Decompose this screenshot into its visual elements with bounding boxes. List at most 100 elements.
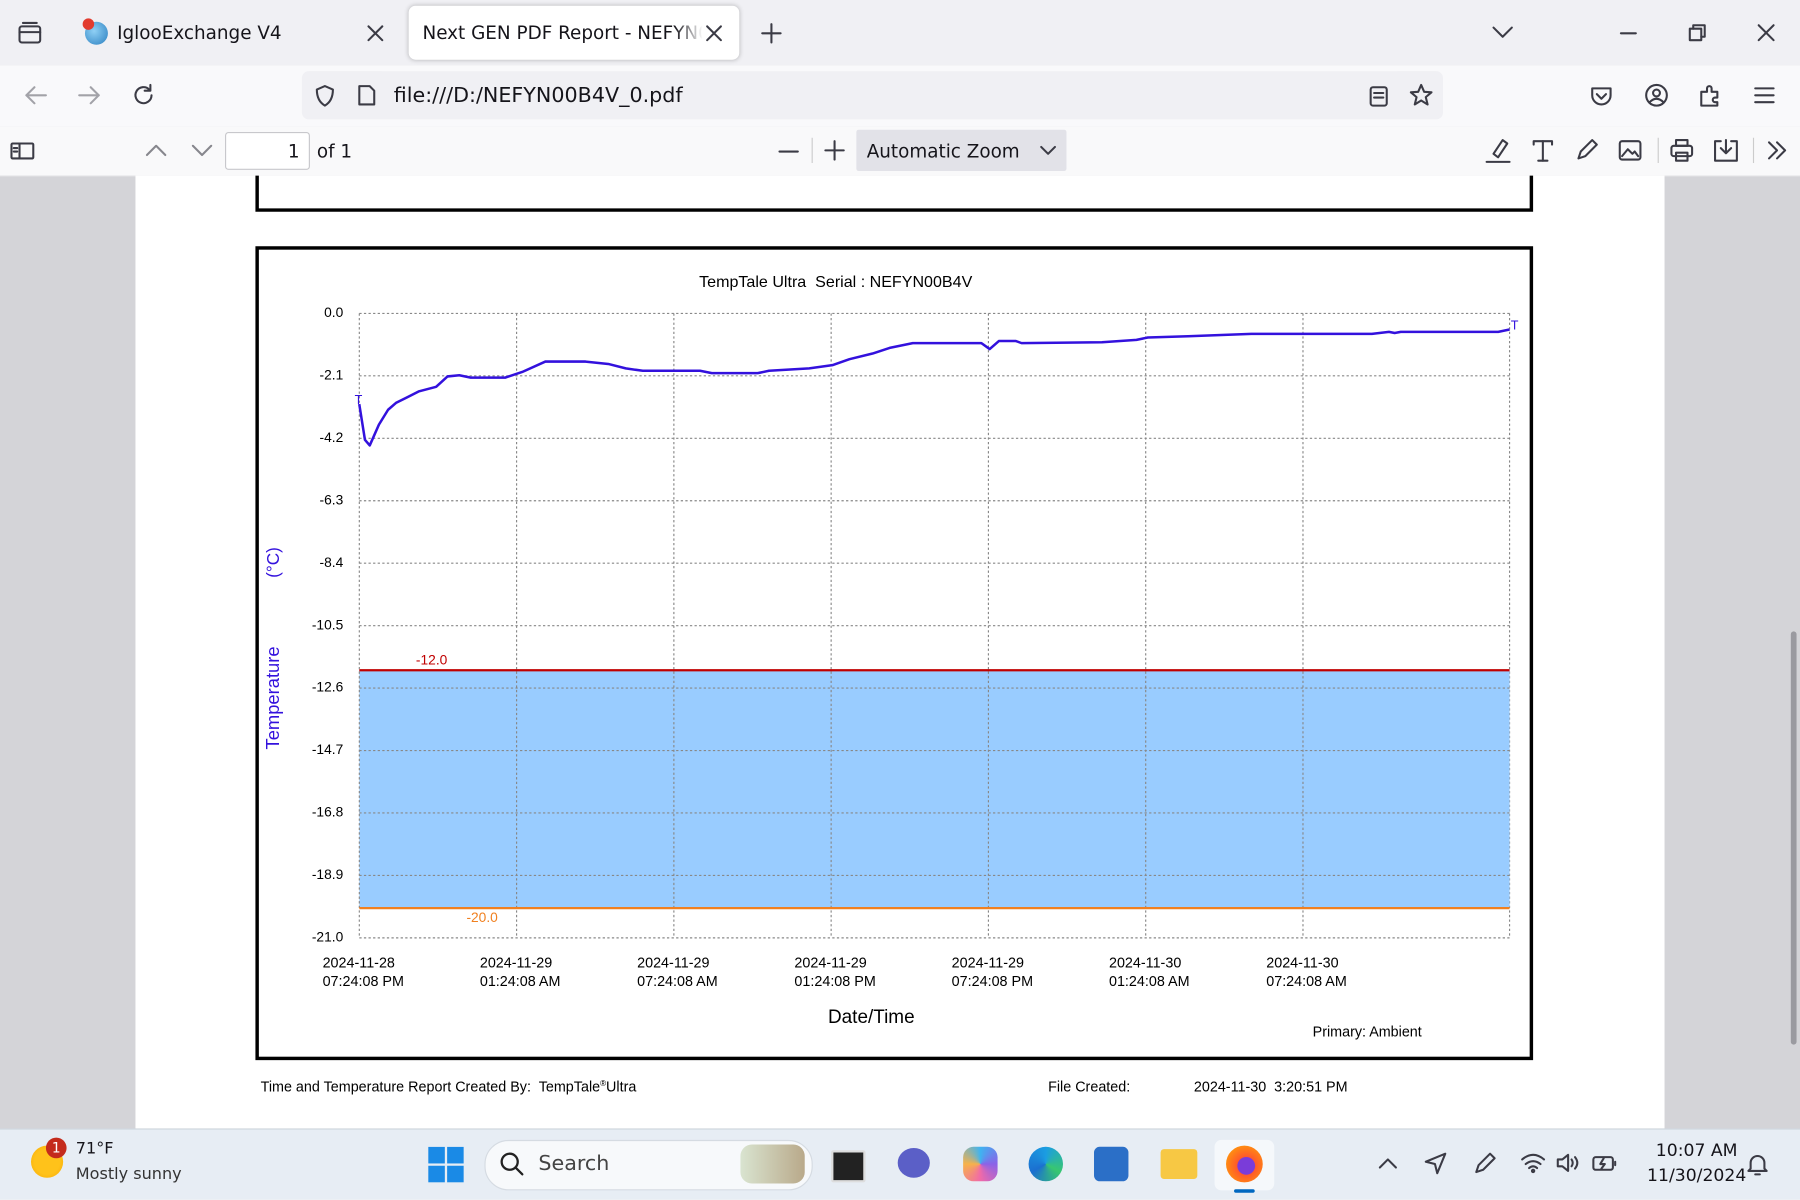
restore[interactable] — [1688, 24, 1706, 42]
page-icon[interactable] — [358, 85, 376, 106]
url-bar[interactable] — [301, 71, 1443, 120]
new-tab[interactable] — [761, 23, 782, 44]
favicon-badge — [82, 18, 95, 30]
y-tick-label: -10.5 — [312, 617, 344, 632]
tools-menu[interactable] — [1767, 141, 1787, 160]
scrollbar-thumb[interactable] — [1790, 631, 1797, 1045]
print[interactable] — [1670, 139, 1694, 162]
end-marker: T — [1511, 318, 1519, 332]
tray-pen[interactable] — [1474, 1152, 1496, 1175]
y-axis-unit: (°C) — [263, 547, 283, 578]
y-tick-label: -16.8 — [312, 805, 344, 820]
url-text[interactable]: file:///D:/NEFYN00B4V_0.pdf — [393, 83, 683, 108]
reader-view[interactable] — [1369, 86, 1388, 107]
y-tick-label: -21.0 — [312, 930, 344, 945]
app-task-view[interactable] — [831, 1150, 866, 1183]
app-firefox[interactable] — [1226, 1145, 1263, 1183]
chart: TempTale Ultra Serial : NEFYN00B4V Date/… — [255, 175, 1534, 1061]
bookmark-star[interactable] — [1409, 83, 1433, 107]
highlight-tool[interactable] — [1485, 138, 1511, 163]
start-button[interactable] — [428, 1146, 464, 1183]
divider — [1657, 137, 1659, 164]
y-tick-label: 0.0 — [324, 305, 343, 320]
draw-tool[interactable] — [1576, 139, 1598, 161]
tray-overflow[interactable] — [1378, 1158, 1397, 1169]
page-count: of 1 — [316, 140, 353, 162]
y-tick-label: -18.9 — [312, 867, 343, 882]
zoom-chevron — [1040, 145, 1057, 155]
search-placeholder[interactable]: Search — [538, 1151, 610, 1176]
app-edge[interactable] — [1028, 1146, 1064, 1182]
previous-section-box — [255, 175, 1534, 212]
tab-close[interactable] — [706, 25, 722, 42]
forward[interactable] — [78, 86, 100, 105]
minimize[interactable] — [1619, 32, 1637, 35]
save[interactable] — [1714, 139, 1738, 162]
x-tick-label: 2024-11-29 01:24:08 PM — [794, 955, 876, 990]
sidebar-toggle[interactable] — [10, 142, 35, 160]
tab-list-button[interactable] — [18, 21, 42, 45]
account[interactable] — [1645, 83, 1668, 107]
tab-title[interactable]: IglooExchange V4 — [117, 21, 282, 44]
zoom-out[interactable] — [778, 150, 799, 153]
file-created: 2024-11-30 3:20:51 PM — [1193, 1079, 1348, 1096]
search-highlight — [740, 1144, 805, 1184]
divider — [1752, 137, 1755, 164]
y-tick-label: -4.2 — [320, 430, 344, 445]
list-all-tabs[interactable] — [1492, 26, 1513, 38]
report-creator: Time and Temperature Report Created By: … — [261, 1079, 637, 1095]
weather-condition[interactable]: Mostly sunny — [75, 1165, 182, 1184]
zoom-in[interactable] — [824, 140, 845, 161]
x-tick-label: 2024-11-29 07:24:08 AM — [637, 955, 718, 990]
y-tick-label: -6.3 — [320, 492, 344, 507]
image-tool[interactable] — [1618, 140, 1642, 161]
tray-location[interactable] — [1424, 1152, 1447, 1175]
tab-title[interactable]: Next GEN PDF Report - NEFYN00B4 — [422, 21, 702, 44]
tray-wifi[interactable] — [1521, 1153, 1546, 1174]
tracking-shield[interactable] — [315, 85, 334, 107]
chart-title: TempTale Ultra Serial : NEFYN00B4V — [699, 273, 972, 291]
app-file-explorer[interactable] — [1160, 1149, 1198, 1179]
tray-volume[interactable] — [1556, 1153, 1580, 1172]
start-marker: T — [355, 393, 363, 407]
zoom-select-text[interactable]: Automatic Zoom — [866, 140, 1020, 162]
app-teams[interactable] — [897, 1147, 930, 1178]
y-tick-label: -8.4 — [320, 555, 344, 570]
x-tick-label: 2024-11-28 07:24:08 PM — [322, 955, 404, 990]
temperature-line — [358, 328, 1510, 447]
y-tick-label: -12.6 — [312, 680, 344, 695]
app-copilot[interactable] — [963, 1146, 998, 1182]
search-icon — [500, 1152, 524, 1176]
chart-note: Primary: Ambient — [1313, 1025, 1422, 1041]
text-tool[interactable] — [1532, 140, 1554, 162]
clock-date[interactable]: 11/30/2024 — [1647, 1165, 1747, 1186]
created-by: Time and Temperature Report Created By: — [260, 1079, 531, 1096]
close-window[interactable] — [1757, 24, 1775, 42]
product-suffix: Ultra — [606, 1079, 637, 1096]
threshold-label: -12.0 — [416, 653, 448, 668]
tray-battery[interactable] — [1592, 1154, 1617, 1172]
x-tick-label: 2024-11-30 07:24:08 AM — [1266, 955, 1347, 990]
x-tick-label: 2024-11-29 07:24:08 PM — [951, 955, 1034, 990]
active-tab[interactable] — [408, 5, 740, 60]
y-tick-label: -14.7 — [312, 742, 343, 757]
clock-time[interactable]: 10:07 AM — [1655, 1139, 1738, 1161]
active-indicator — [1234, 1189, 1255, 1193]
registered-mark: ® — [600, 1080, 607, 1089]
zoom-select[interactable] — [856, 129, 1067, 172]
next-page[interactable] — [191, 144, 213, 157]
tab-close[interactable] — [367, 25, 384, 42]
menu[interactable] — [1754, 87, 1775, 104]
previous-page[interactable] — [145, 144, 167, 157]
extensions[interactable] — [1700, 84, 1721, 107]
app-store[interactable] — [1094, 1146, 1129, 1182]
back[interactable] — [25, 86, 47, 105]
weather-temperature[interactable]: 71°F — [75, 1139, 114, 1159]
pocket[interactable] — [1591, 86, 1612, 106]
notification-center[interactable] — [1746, 1153, 1769, 1176]
reload[interactable] — [133, 83, 154, 106]
page-number-input[interactable]: 1 — [224, 132, 310, 170]
product: TempTale — [538, 1079, 601, 1096]
